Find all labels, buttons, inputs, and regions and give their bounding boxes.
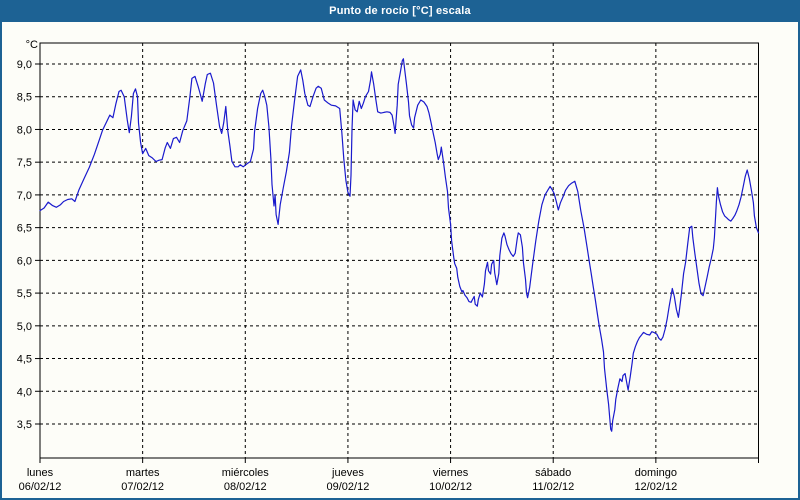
y-tick-label: 9,0 bbox=[17, 59, 32, 71]
x-day-label: sábado bbox=[535, 467, 571, 479]
chart-svg: 9,0 8,5 8,0 7,5 7,0 6,5 6,0 5,5 5,0 4,5 4,0 3,5 °C lu… bbox=[17, 39, 760, 493]
x-date-label: 06/02/12 bbox=[19, 481, 62, 493]
y-tick-label: 5,0 bbox=[17, 321, 32, 333]
dewpoint-line bbox=[39, 58, 760, 432]
y-tick-label: 6,5 bbox=[17, 223, 32, 235]
y-tick-label: 6,0 bbox=[17, 255, 32, 267]
x-date-label: 07/02/12 bbox=[121, 481, 164, 493]
chart-title-bar: Punto de rocío [°C] escala bbox=[2, 0, 798, 22]
plot-border bbox=[39, 42, 759, 459]
y-tick-label: 4,5 bbox=[17, 354, 32, 366]
x-day-label: jueves bbox=[331, 467, 364, 479]
x-date-label: 09/02/12 bbox=[327, 481, 370, 493]
x-date-label: 11/02/12 bbox=[532, 481, 574, 493]
chart-area: 9,0 8,5 8,0 7,5 7,0 6,5 6,0 5,5 5,0 4,5 4,0 3,5 °C lu… bbox=[2, 22, 798, 498]
y-tick-label: 7,5 bbox=[17, 157, 32, 169]
x-date-label: 08/02/12 bbox=[224, 481, 267, 493]
x-date-label: 10/02/12 bbox=[429, 481, 472, 493]
y-tick-label: 7,0 bbox=[17, 190, 32, 202]
x-day-label: lunes bbox=[27, 467, 54, 479]
y-tick-label: 4,0 bbox=[17, 386, 32, 398]
x-day-label: martes bbox=[126, 467, 160, 479]
x-day-label: domingo bbox=[635, 467, 677, 479]
y-tick-label: 3,5 bbox=[17, 419, 32, 431]
x-day-label: miércoles bbox=[222, 467, 270, 479]
x-day-label: viernes bbox=[433, 467, 469, 479]
y-tick-label: 8,5 bbox=[17, 92, 32, 104]
chart-title: Punto de rocío [°C] escala bbox=[329, 5, 471, 17]
y-axis-unit-label: °C bbox=[26, 39, 38, 51]
y-tick-label: 5,5 bbox=[17, 288, 32, 300]
x-date-label: 12/02/12 bbox=[634, 481, 677, 493]
y-tick-label: 8,0 bbox=[17, 124, 32, 136]
